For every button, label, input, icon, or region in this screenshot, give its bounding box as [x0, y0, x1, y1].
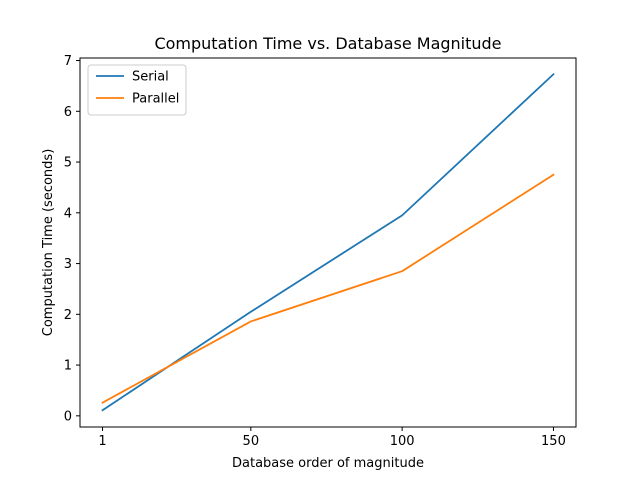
y-tick-label: 7	[64, 54, 72, 69]
y-tick-label: 5	[64, 156, 72, 171]
plot-area-frame	[79, 57, 577, 428]
y-axis-ticks: 0 1 2 3 4 5 6 7	[64, 54, 80, 424]
x-tick-label: 1	[98, 434, 106, 449]
x-tick-label: 150	[541, 434, 566, 449]
legend-label-parallel: Parallel	[132, 92, 179, 107]
y-tick-label: 4	[64, 206, 72, 221]
series-lines	[101, 72, 555, 412]
y-tick-label: 3	[64, 257, 72, 272]
y-axis-label: Computation Time (seconds)	[41, 149, 56, 337]
x-tick-label: 100	[390, 434, 415, 449]
chart-legend: Serial Parallel	[87, 64, 187, 116]
y-tick-label: 6	[64, 105, 72, 120]
x-axis-ticks: 1 50 100 150	[98, 427, 566, 449]
series-line-parallel	[101, 173, 555, 404]
y-tick-label: 0	[64, 409, 72, 424]
legend-box	[87, 64, 187, 116]
legend-label-serial: Serial	[132, 70, 169, 85]
x-tick-label: 50	[243, 434, 260, 449]
y-tick-label: 1	[64, 359, 72, 374]
x-axis-label: Database order of magnitude	[232, 456, 424, 471]
y-tick-label: 2	[64, 308, 72, 323]
chart-title: Computation Time vs. Database Magnitude	[154, 34, 501, 53]
